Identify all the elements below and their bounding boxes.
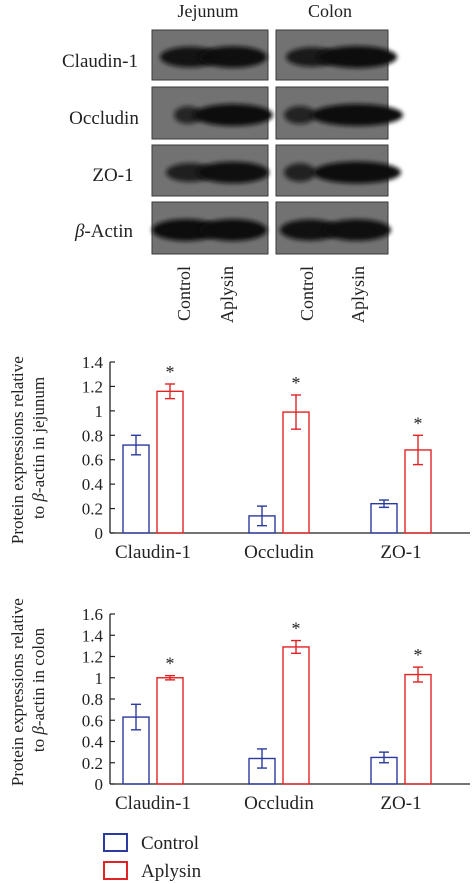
chart-colon-ylabel-rest: -actin in colon [29, 627, 48, 726]
chart-jejunum-ylabel-line1: Protein expressions relative [8, 356, 27, 544]
tissue-label-jejunum: Jejunum [178, 1, 239, 21]
chart-jejunum-ytick-label: 1 [95, 402, 104, 421]
chart-jejunum-ytick-label: 0.8 [82, 426, 103, 445]
chart-jejunum: Protein expressions relative to β-actin … [8, 352, 470, 563]
beta-actin-symbol: β [74, 221, 85, 242]
chart-jejunum-ylabel-rest: -actin in jejunum [29, 377, 48, 493]
blot-band-occludin-lane-1 [174, 106, 202, 124]
chart-colon-ytick-label: 1 [95, 669, 104, 688]
lane-label-aplysin-colon: Aplysin [348, 266, 368, 323]
chart-colon-ytick-label: 0.2 [82, 754, 103, 773]
chart-jejunum-ytick-label: 0 [95, 524, 104, 543]
chart-colon-significance-star: * [292, 619, 301, 639]
blot-band-occludin-lane-4 [311, 104, 403, 126]
legend-label-control: Control [141, 833, 199, 854]
protein-label-beta-actin: β-Actin [74, 221, 134, 242]
tissue-label-colon: Colon [308, 1, 352, 21]
chart-colon-category-label: ZO-1 [380, 793, 421, 814]
legend-swatch-aplysin [103, 861, 128, 880]
blot-band-occludin-lane-3 [284, 106, 316, 124]
blot-band-beta-actin-lane-4 [323, 219, 391, 241]
chart-jejunum-ytick-label: 0.6 [82, 451, 103, 470]
chart-jejunum-category-label: Occludin [244, 542, 314, 563]
blot-band-claudin-1-lane-2 [199, 46, 267, 68]
chart-jejunum-bar-aplysin-occludin [282, 411, 310, 534]
chart-colon-ytick-label: 0.6 [82, 711, 103, 730]
chart-colon-ylabel-line2: to β-actin in colon [29, 627, 48, 752]
chart-jejunum-bar-control-claudin-1 [122, 444, 150, 534]
chart-jejunum-bar-aplysin-claudin-1 [156, 390, 184, 534]
chart-colon-ytick-label: 1.4 [82, 626, 104, 645]
chart-jejunum-bar-control-zo-1 [370, 502, 398, 534]
chart-colon-ytick-label: 1.6 [82, 605, 103, 624]
chart-colon-bar-aplysin-zo-1 [404, 673, 432, 785]
chart-jejunum-significance-star: * [166, 362, 175, 382]
legend-label-aplysin: Aplysin [141, 861, 202, 882]
protein-label-claudin-1: Claudin-1 [62, 51, 138, 72]
chart-jejunum-ytick-label: 0.4 [82, 475, 104, 494]
blot-images [151, 29, 403, 255]
blot-band-beta-actin-lane-3 [280, 219, 340, 241]
chart-colon-ytick-label: 0.4 [82, 733, 104, 752]
blot-band-claudin-1-lane-4 [317, 46, 397, 68]
chart-colon-ylabel-prefix: to [29, 735, 48, 752]
chart-colon-bar-aplysin-occludin [282, 646, 310, 785]
blot-band-zo-1-lane-4 [313, 161, 401, 184]
blot-band-zo-1-lane-3 [284, 163, 316, 182]
lane-label-control-colon: Control [297, 266, 317, 321]
chart-colon-ytick-label: 1.2 [82, 648, 103, 667]
chart-jejunum-ylabel-prefix: to [29, 502, 48, 519]
chart-colon-category-label: Claudin-1 [115, 793, 191, 814]
western-blot-panel: Jejunum Colon Claudin-1 Occludin ZO-1 β-… [62, 1, 403, 323]
chart-jejunum-ytick-label: 1.2 [82, 377, 103, 396]
chart-jejunum-ylabel: Protein expressions relative to β-actin … [8, 352, 48, 544]
chart-jejunum-ytick-label: 0.2 [82, 500, 103, 519]
chart-colon-ytick-label: 0 [95, 775, 104, 794]
blot-band-beta-actin-lane-1 [152, 219, 220, 241]
chart-jejunum-ylabel-line2: to β-actin in jejunum [29, 377, 48, 519]
chart-jejunum-significance-star: * [414, 413, 423, 433]
protein-label-occludin: Occludin [69, 108, 139, 129]
chart-jejunum-ylabel-beta: β [29, 493, 48, 503]
blot-band-zo-1-lane-2 [197, 161, 269, 184]
chart-colon-category-label: Occludin [244, 793, 314, 814]
chart-jejunum-category-label: Claudin-1 [115, 542, 191, 563]
beta-actin-suffix: -Actin [84, 221, 133, 242]
chart-jejunum-ytick-label: 1.4 [82, 353, 104, 372]
chart-jejunum-category-label: ZO-1 [380, 542, 421, 563]
chart-colon: Protein expressions relative to β-actin … [8, 594, 470, 814]
legend: Control Aplysin [103, 833, 202, 882]
chart-colon-ylabel: Protein expressions relative to β-actin … [8, 594, 48, 786]
protein-label-zo-1: ZO-1 [92, 165, 133, 186]
chart-jejunum-significance-star: * [292, 373, 301, 393]
chart-colon-significance-star: * [414, 645, 423, 665]
chart-colon-ytick-label: 0.8 [82, 690, 103, 709]
blot-band-beta-actin-lane-2 [199, 219, 267, 241]
lane-label-control-jejunum: Control [174, 266, 194, 321]
chart-colon-ylabel-line1: Protein expressions relative [8, 598, 27, 786]
blot-band-occludin-lane-2 [193, 104, 273, 126]
chart-colon-significance-star: * [166, 654, 175, 674]
lane-label-aplysin-jejunum: Aplysin [217, 266, 237, 323]
legend-swatch-control [103, 833, 128, 852]
chart-colon-bar-aplysin-claudin-1 [156, 677, 184, 785]
chart-colon-ylabel-beta: β [29, 726, 48, 736]
